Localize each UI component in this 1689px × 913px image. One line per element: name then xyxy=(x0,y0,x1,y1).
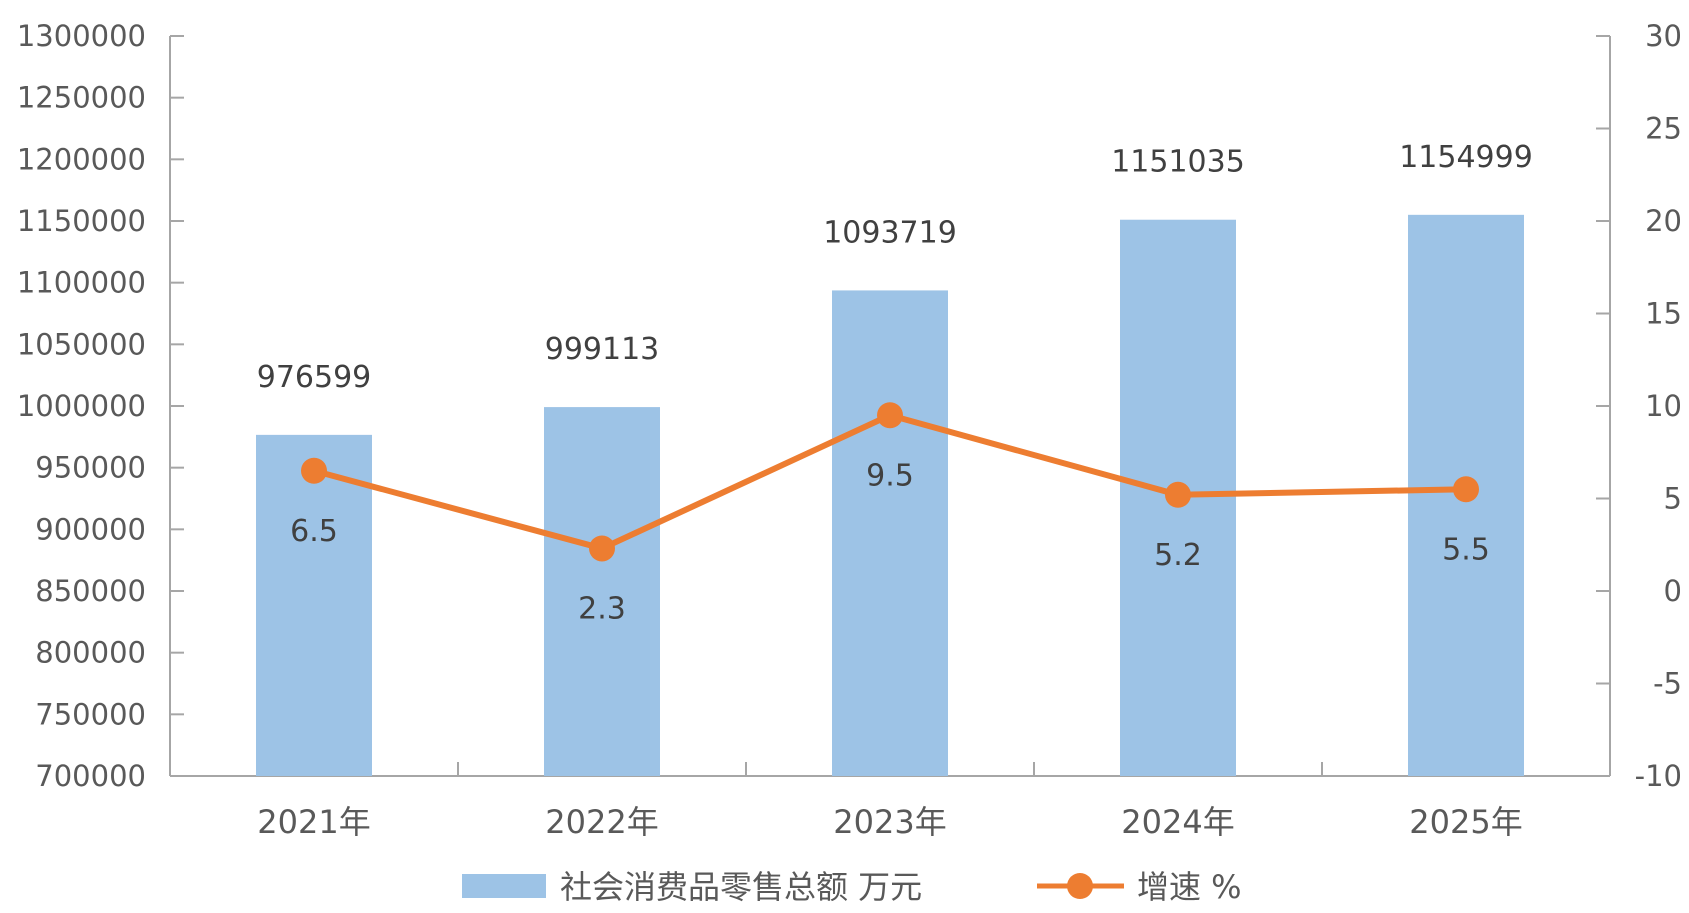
right-tick-label: 5 xyxy=(1664,482,1682,516)
line-point xyxy=(1453,476,1479,503)
right-tick-label: 0 xyxy=(1664,574,1682,608)
right-tick-label: 30 xyxy=(1645,19,1682,53)
x-tick-label: 2024年 xyxy=(1121,803,1234,841)
left-tick-label: 1050000 xyxy=(17,327,146,361)
bar-series xyxy=(256,214,1524,776)
left-tick-label: 1100000 xyxy=(17,266,146,300)
line-value-label: 2.3 xyxy=(578,591,626,626)
right-tick-label: 25 xyxy=(1645,112,1682,146)
bar xyxy=(832,290,948,776)
legend-marker-line xyxy=(1067,873,1093,899)
bar-data-labels: 976599 999113 1093719 1151035 1154999 xyxy=(257,140,1533,395)
left-tick-label: 950000 xyxy=(35,451,146,485)
left-tick-label: 1150000 xyxy=(17,204,146,238)
x-tick-label: 2022年 xyxy=(545,803,658,841)
line-value-label: 6.5 xyxy=(290,514,338,549)
left-tick-label: 800000 xyxy=(35,636,146,670)
bar-value-label: 976599 xyxy=(257,360,372,395)
left-tick-label: 700000 xyxy=(35,759,146,793)
bar-value-label: 1151035 xyxy=(1111,145,1245,180)
line-value-label: 5.5 xyxy=(1442,532,1490,567)
left-tick-label: 1300000 xyxy=(17,19,146,53)
line-point xyxy=(301,457,327,484)
line-series xyxy=(301,402,1479,562)
right-tick-label: -5 xyxy=(1653,667,1682,701)
right-tick-label: 10 xyxy=(1645,389,1682,423)
legend-label-bar: 社会消费品零售总额 万元 xyxy=(560,868,922,906)
left-tick-label: 1200000 xyxy=(17,142,146,176)
left-y-axis: 700000 750000 800000 850000 900000 950000 1000… xyxy=(17,19,184,793)
legend: 社会消费品零售总额 万元 增速 % xyxy=(462,868,1242,906)
bar-value-label: 1093719 xyxy=(823,215,957,250)
right-tick-label: 20 xyxy=(1645,204,1682,238)
legend-swatch-bar xyxy=(462,874,546,898)
left-tick-label: 850000 xyxy=(35,574,146,608)
line-data-labels: 6.5 2.3 9.5 5.2 5.5 xyxy=(290,458,1490,626)
bar xyxy=(256,434,372,776)
legend-label-line: 增速 % xyxy=(1137,868,1242,906)
bar-value-label: 999113 xyxy=(545,332,660,367)
line-point xyxy=(589,535,615,562)
left-tick-label: 750000 xyxy=(35,697,146,731)
bar xyxy=(544,407,660,776)
x-tick-label: 2021年 xyxy=(257,803,370,841)
right-tick-label: -10 xyxy=(1635,759,1682,793)
line-point xyxy=(1165,481,1191,508)
right-y-axis: -10 -5 0 5 10 15 20 25 30 xyxy=(1596,19,1682,793)
left-tick-label: 1000000 xyxy=(17,389,146,423)
x-tick-label: 2023年 xyxy=(833,803,946,841)
bar-value-label: 1154999 xyxy=(1399,140,1533,175)
line-value-label: 9.5 xyxy=(866,458,914,493)
left-tick-label: 1250000 xyxy=(17,81,146,115)
right-tick-label: 15 xyxy=(1645,297,1682,331)
x-tick-label: 2025年 xyxy=(1409,803,1522,841)
line-point xyxy=(877,402,903,429)
line-value-label: 5.2 xyxy=(1154,538,1202,573)
left-tick-label: 900000 xyxy=(35,512,146,546)
